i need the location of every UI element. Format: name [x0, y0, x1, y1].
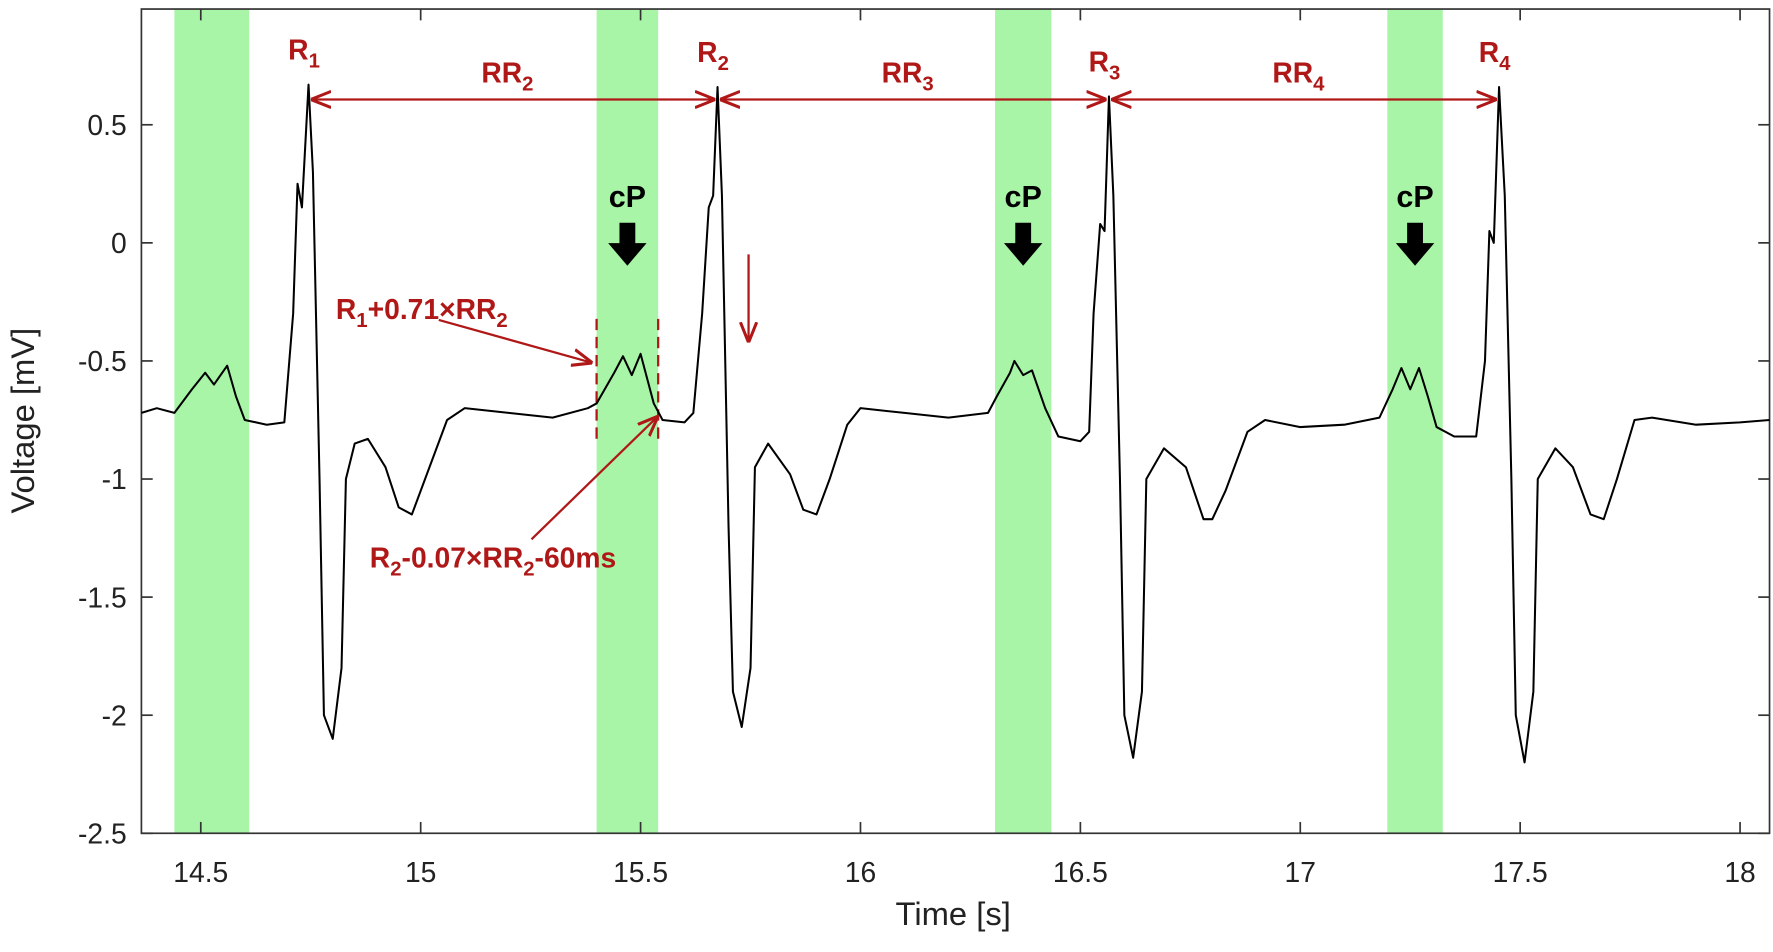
y-tick-label: -2.5: [78, 817, 127, 849]
r-label: R4: [1479, 36, 1511, 75]
r-label-part: R: [1089, 46, 1109, 78]
plot-layer: 14.5 15 15.5 16 16.5 17 17.5 18 -2.5 -2 -1.5 -1 -0.5…: [78, 9, 1770, 888]
window-start-label: R1+0.71×RR2: [336, 293, 508, 332]
y-axis-label: Voltage [mV]: [4, 328, 41, 514]
window-end-arrow: [530, 416, 658, 541]
x-tick-label: 16: [845, 856, 876, 888]
shaded-band: [1387, 9, 1443, 834]
rr-label-part: 4: [1313, 73, 1325, 95]
r-label: R2: [697, 36, 729, 75]
x-tick-label: 17.5: [1493, 856, 1548, 888]
plot-frame: [140, 8, 1771, 835]
rr-label-part: 2: [522, 73, 533, 95]
rr-label: RR4: [1272, 57, 1325, 96]
x-tick-label: 17: [1285, 856, 1316, 888]
window-end-label-part: 2: [390, 558, 401, 580]
ecg-trace: [141, 83, 1770, 764]
shaded-band: [596, 9, 659, 834]
cp-label: cP: [1396, 180, 1433, 214]
window-end-label-part: -60ms: [535, 542, 617, 574]
x-tick-label: 15: [405, 856, 436, 888]
r-label-part: 2: [718, 53, 729, 75]
cp-arrow: [1003, 222, 1043, 266]
r-label: R1: [288, 34, 320, 73]
window-start-arrow: [438, 318, 593, 363]
window-end-label: R2-0.07×RR2-60ms: [370, 542, 616, 581]
bands: [174, 9, 1443, 834]
shaded-band: [174, 9, 250, 834]
rr-label-part: RR: [882, 57, 923, 89]
window-end-label-part: -0.07×RR: [402, 542, 524, 574]
x-tick-label: 14.5: [173, 856, 228, 888]
r-label-part: R: [1479, 36, 1499, 68]
y-tick-label: -2: [102, 699, 127, 731]
cp-label: cP: [609, 180, 646, 214]
window-end-label-part: 2: [523, 558, 534, 580]
r-label: R3: [1089, 46, 1121, 85]
window-start-label-part: 2: [496, 310, 507, 332]
rr-label: RR3: [882, 57, 934, 96]
cp-label: cP: [1005, 180, 1042, 214]
x-tick-label: 16.5: [1053, 856, 1108, 888]
x-tick-label: 15.5: [613, 856, 668, 888]
x-tick-label: 18: [1724, 856, 1755, 888]
rr-label: RR2: [481, 57, 533, 96]
y-tick-label: -1.5: [78, 581, 127, 613]
rr-label-part: 3: [922, 73, 933, 95]
rr-label-part: RR: [481, 57, 522, 89]
r-label-part: R: [288, 34, 308, 66]
r-label-part: 3: [1109, 62, 1120, 84]
cp-arrow: [608, 222, 647, 266]
x-axis-label: Time [s]: [896, 895, 1011, 932]
window-start-label-part: +0.71×RR: [368, 293, 497, 325]
r-label-part: 4: [1499, 53, 1511, 75]
window-start-label-part: R: [336, 293, 356, 325]
cp-arrow: [1395, 222, 1435, 266]
window-end-label-part: R: [370, 542, 390, 574]
y-tick-label: -1: [102, 463, 127, 495]
r-label-part: R: [697, 36, 717, 68]
y-tick-label: -0.5: [78, 345, 127, 377]
window-start-label-part: 1: [356, 310, 367, 332]
y-tick-label: 0: [111, 227, 127, 259]
rr-label-part: RR: [1272, 57, 1313, 89]
y-tick-label: 0.5: [87, 109, 126, 141]
shaded-band: [995, 9, 1052, 834]
r-label-part: 1: [309, 51, 320, 73]
